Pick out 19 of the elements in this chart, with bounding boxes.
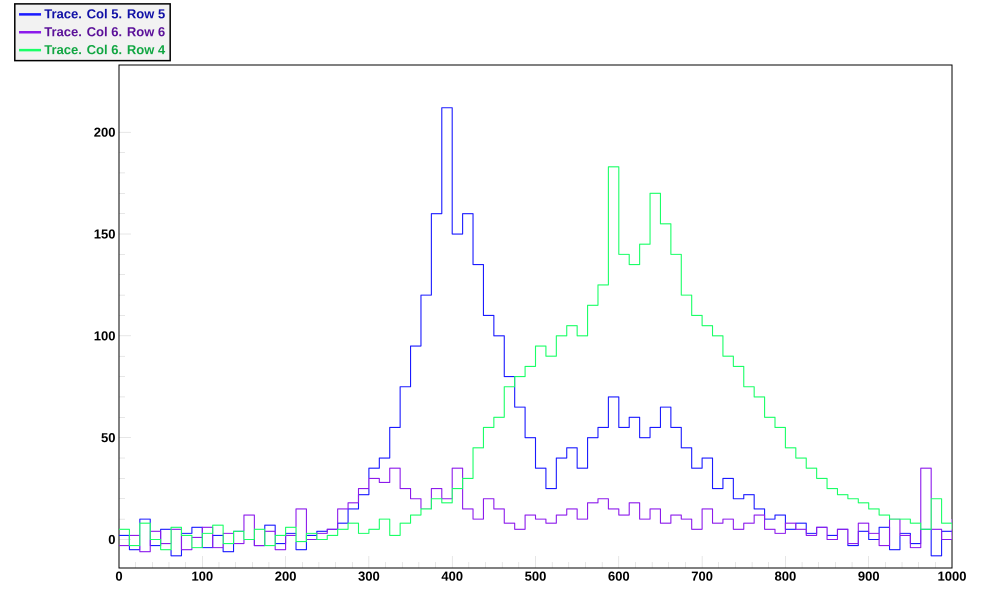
y-tick-label: 50 — [101, 433, 115, 442]
x-tick-label: 600 — [608, 572, 630, 581]
x-tick-label: 700 — [692, 572, 712, 581]
y-tick-label: 100 — [94, 331, 115, 340]
legend-label: Trace. Col 6. Row 4 — [44, 44, 166, 54]
y-tick-label: 200 — [94, 128, 115, 137]
x-tick-label: 800 — [774, 572, 796, 581]
x-tick-label: 300 — [358, 572, 380, 581]
x-tick-label: 1000 — [938, 572, 966, 581]
x-tick-label: 0 — [116, 572, 122, 581]
x-tick-label: 900 — [858, 572, 880, 581]
legend-label: Trace. Col 6. Row 6 — [44, 26, 165, 36]
x-tick-label: 500 — [525, 572, 546, 581]
x-tick-label: 200 — [275, 572, 296, 581]
y-tick-label: 0 — [108, 534, 115, 544]
x-tick-label: 100 — [192, 572, 213, 581]
y-tick-label: 150 — [94, 229, 115, 239]
legend-label: Trace. Col 5. Row 5 — [44, 8, 165, 18]
x-tick-label: 400 — [442, 572, 463, 581]
